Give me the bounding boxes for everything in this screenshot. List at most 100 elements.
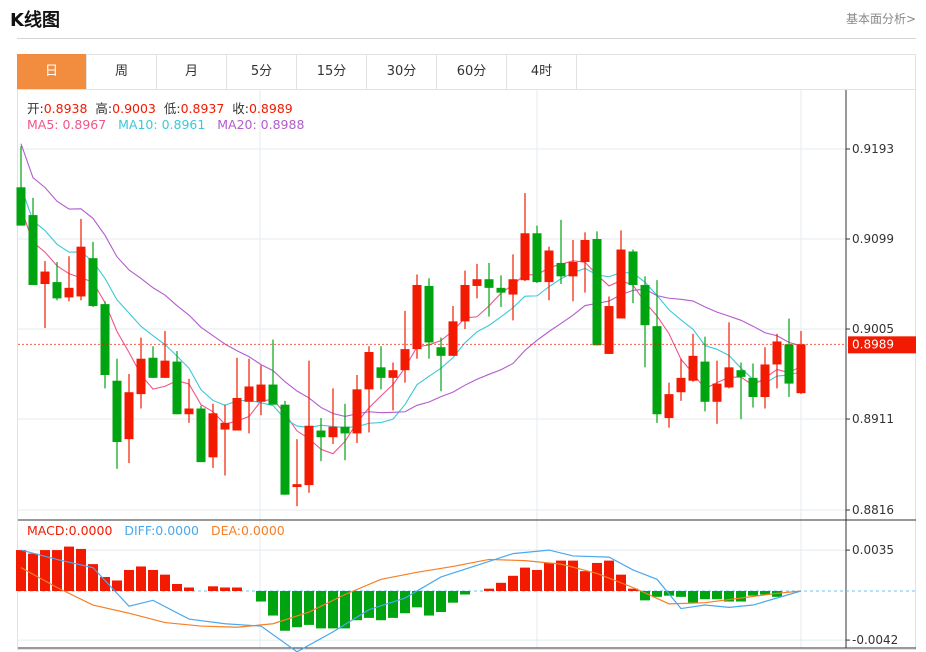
- candle-up: [712, 383, 722, 402]
- candle-down: [640, 284, 650, 326]
- price-tick-label: 0.8911: [852, 412, 894, 426]
- candle-down: [532, 233, 542, 283]
- candle-up: [760, 364, 770, 398]
- candle-down: [484, 279, 494, 288]
- tab-60min[interactable]: 60分: [437, 54, 507, 89]
- candle-up: [724, 367, 734, 388]
- ma20-value: MA20: 0.8988: [217, 117, 305, 132]
- ma5-value: MA5: 0.8967: [27, 117, 107, 132]
- tab-15min[interactable]: 15分: [297, 54, 367, 89]
- diff-line: [20, 549, 802, 652]
- tab-week[interactable]: 周: [87, 54, 157, 89]
- macd-bar: [448, 591, 458, 603]
- dea-value: DEA:0.0000: [210, 523, 285, 538]
- candle-down: [652, 326, 662, 415]
- price-tick-label: 0.9099: [852, 232, 894, 246]
- macd-bar: [652, 591, 662, 597]
- macd-bar: [532, 569, 542, 591]
- candle-up: [472, 279, 482, 286]
- macd-bar: [736, 591, 746, 602]
- macd-bar: [460, 591, 470, 595]
- candle-down: [424, 285, 434, 343]
- high-value: 0.9003: [112, 101, 156, 116]
- ma10-value: MA10: 0.8961: [118, 117, 206, 132]
- macd-bar: [52, 550, 62, 591]
- macd-bar: [400, 591, 410, 614]
- candle-up: [136, 358, 146, 395]
- candle-up: [664, 394, 674, 419]
- candle-down: [148, 357, 158, 378]
- macd-bar: [256, 591, 266, 602]
- candle-up: [40, 271, 50, 285]
- macd-bar: [232, 587, 242, 591]
- open-value: 0.8938: [43, 101, 88, 116]
- macd-bar: [208, 586, 218, 591]
- diff-value: DIFF:0.0000: [124, 523, 200, 538]
- dea-line: [20, 558, 802, 628]
- macd-bar: [88, 564, 98, 591]
- ma20-line: [20, 143, 802, 417]
- candle-down: [376, 367, 386, 378]
- candle-down: [16, 187, 26, 226]
- candle-up: [304, 425, 314, 486]
- current-price-label: 0.8989: [852, 337, 894, 351]
- candle-down: [736, 370, 746, 377]
- low-value: 0.8937: [180, 101, 225, 116]
- macd-bar: [424, 591, 434, 616]
- candle-down: [100, 304, 110, 375]
- period-tabs: 日 周 月 5分 15分 30分 60分 4时: [17, 54, 916, 90]
- candle-up: [616, 249, 626, 319]
- price-tick-label: 0.8816: [852, 503, 894, 517]
- macd-bar: [220, 587, 230, 591]
- macd-tick-label: -0.0042: [852, 633, 898, 647]
- macd-bar: [28, 553, 38, 591]
- macd-bar: [160, 574, 170, 591]
- macd-tick-label: 0.0035: [852, 543, 894, 557]
- macd-bar: [604, 560, 614, 591]
- current-price-badge: [848, 336, 916, 354]
- ma10-line: [20, 186, 802, 429]
- ohlc-legend: 开:0.8938 高:0.9003 低:0.8937 收:0.8989: [27, 98, 293, 117]
- macd-bar: [100, 576, 110, 591]
- open-label: 开:: [27, 101, 44, 116]
- macd-bar: [508, 575, 518, 591]
- candle-up: [364, 352, 374, 390]
- candle-down: [172, 361, 182, 415]
- candle-up: [412, 284, 422, 350]
- macd-bar: [628, 588, 638, 591]
- candle-up: [508, 279, 518, 295]
- candle-down: [28, 215, 38, 285]
- macd-bar: [556, 560, 566, 591]
- tab-month[interactable]: 月: [157, 54, 227, 89]
- low-label: 低:: [163, 101, 181, 116]
- macd-bar: [520, 567, 530, 591]
- candle-up: [388, 370, 398, 378]
- macd-bar: [340, 591, 350, 629]
- macd-bar: [568, 560, 578, 591]
- candle-down: [112, 380, 122, 443]
- ma5-line: [20, 208, 802, 455]
- candle-down: [268, 384, 278, 405]
- tab-30min[interactable]: 30分: [367, 54, 437, 89]
- macd-bar: [592, 562, 602, 591]
- tab-5min[interactable]: 5分: [227, 54, 297, 89]
- macd-bar: [676, 591, 686, 597]
- candle-up: [580, 239, 590, 262]
- candle-up: [460, 284, 470, 322]
- macd-bar: [352, 591, 362, 621]
- candle-down: [340, 426, 350, 434]
- candle-down: [592, 239, 602, 346]
- candle-up: [676, 377, 686, 393]
- candle-up: [448, 321, 458, 356]
- high-label: 高:: [95, 101, 113, 116]
- macd-bar: [724, 591, 734, 602]
- tab-day[interactable]: 日: [17, 54, 87, 89]
- fundamental-analysis-link[interactable]: 基本面分析>: [845, 12, 916, 26]
- candle-down: [316, 430, 326, 438]
- candle-up: [568, 261, 578, 277]
- macd-bar: [496, 582, 506, 591]
- candle-up: [64, 287, 74, 298]
- tab-4hour[interactable]: 4时: [507, 54, 577, 89]
- candle-down: [496, 287, 506, 293]
